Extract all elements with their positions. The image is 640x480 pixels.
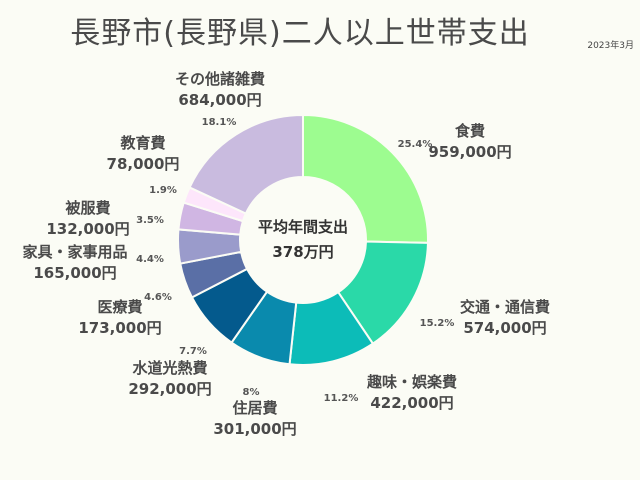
slice-percent-7: 3.5% [136,215,164,226]
slice-name-8: 教育費 [119,134,165,152]
slice-percent-8: 1.9% [149,185,177,196]
slice-name-1: 交通・通信費 [460,298,550,316]
slice-name-7: 被服費 [65,199,110,217]
slice-value-4: 292,000円 [128,380,211,398]
slice-value-6: 165,000円 [33,264,116,282]
slice-name-0: 食費 [455,122,485,140]
slice-percent-6: 4.4% [136,254,164,265]
slice-name-6: 家具・家事用品 [22,243,127,261]
slice-name-2: 趣味・娯楽費 [366,373,457,391]
chart-title: 長野市(長野県)二人以上世帯支出 [70,16,530,51]
slice-percent-0: 25.4% [398,139,433,150]
slice-name-5: 医療費 [97,298,142,316]
slice-percent-3: 8% [243,387,260,398]
center-label-line2: 378万円 [272,243,333,261]
slice-9 [188,113,304,215]
slice-0 [302,113,429,244]
slice-value-8: 78,000円 [107,155,180,173]
slice-name-3: 住居費 [232,399,277,417]
slice-percent-5: 4.6% [144,292,172,303]
slice-percent-9: 18.1% [202,117,237,128]
slice-percent-1: 15.2% [420,318,455,329]
center-label-line1: 平均年間支出 [258,218,348,236]
slice-name-4: 水道光熱費 [132,359,207,377]
slice-percent-2: 11.2% [324,393,359,404]
slice-value-1: 574,000円 [463,319,546,337]
date-label: 2023年3月 [587,41,634,51]
slice-value-9: 684,000円 [178,91,261,109]
slice-value-3: 301,000円 [213,420,296,438]
slice-name-9: その他諸雑費 [175,70,265,88]
slice-value-7: 132,000円 [46,220,129,238]
slice-value-5: 173,000円 [78,319,161,337]
slice-value-0: 959,000円 [428,143,511,161]
slice-value-2: 422,000円 [370,394,453,412]
slices-group [177,113,429,366]
slice-percent-4: 7.7% [179,346,207,357]
